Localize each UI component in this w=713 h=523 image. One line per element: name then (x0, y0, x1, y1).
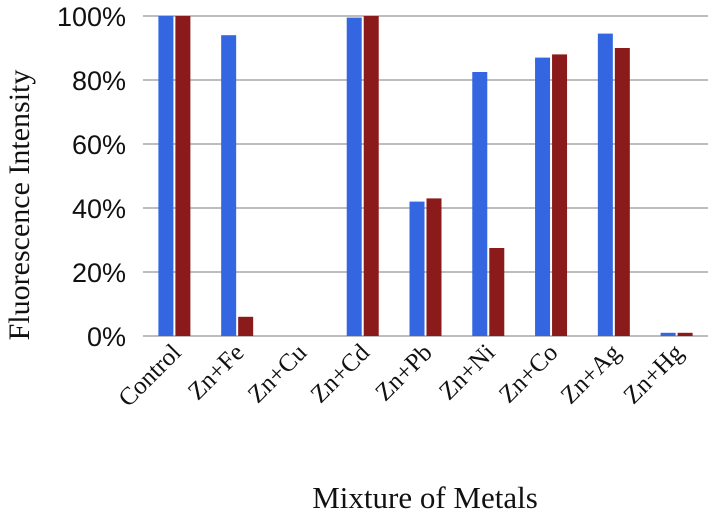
bar-zn-fe-series-2 (238, 316, 254, 336)
y-tick-label: 40% (72, 194, 126, 224)
x-category-label: Zn+Cu (243, 339, 313, 409)
y-tick-label: 100% (57, 2, 126, 32)
bar-zn-hg-series-2 (677, 332, 693, 336)
bar-zn-ag-series-1 (597, 33, 613, 336)
bar-zn-pb-series-2 (426, 198, 442, 336)
bar-zn-hg-series-1 (660, 332, 676, 336)
x-category-label: Zn+Hg (619, 339, 690, 410)
y-tick-label: 80% (72, 66, 126, 96)
bar-zn-fe-series-1 (221, 35, 237, 336)
bar-zn-co-series-1 (535, 57, 551, 336)
bar-zn-ni-series-2 (489, 248, 505, 336)
y-tick-label: 60% (72, 130, 126, 160)
bar-zn-pb-series-1 (409, 201, 425, 336)
y-axis-ticks: 0% 20% 40% 60% 80% 100% (57, 2, 126, 352)
x-category-label: Zn+Co (494, 339, 563, 408)
bar-zn-ag-series-2 (614, 48, 630, 336)
gridlines (143, 15, 708, 337)
bar-control-series-2 (175, 16, 191, 336)
x-category-label: Zn+Fe (183, 339, 249, 405)
bars (158, 16, 693, 337)
x-category-label: Zn+Ag (556, 339, 627, 410)
x-category-label: Zn+Ni (434, 339, 500, 405)
bar-control-series-1 (158, 16, 174, 336)
x-axis-title: Mixture of Metals (312, 480, 538, 515)
x-category-label: Zn+Pb (370, 339, 437, 406)
bar-zn-co-series-2 (552, 54, 568, 337)
bar-zn-cd-series-1 (346, 17, 362, 336)
x-category-label: Zn+Cd (306, 339, 376, 409)
y-tick-label: 0% (87, 322, 126, 352)
x-axis-categories: ControlZn+FeZn+CuZn+CdZn+PbZn+NiZn+CoZn+… (114, 339, 690, 412)
bar-zn-ni-series-1 (472, 72, 488, 336)
y-axis-title: Fluorescence Intensity (3, 70, 36, 341)
y-tick-label: 20% (72, 258, 126, 288)
bar-zn-cd-series-2 (363, 16, 379, 336)
